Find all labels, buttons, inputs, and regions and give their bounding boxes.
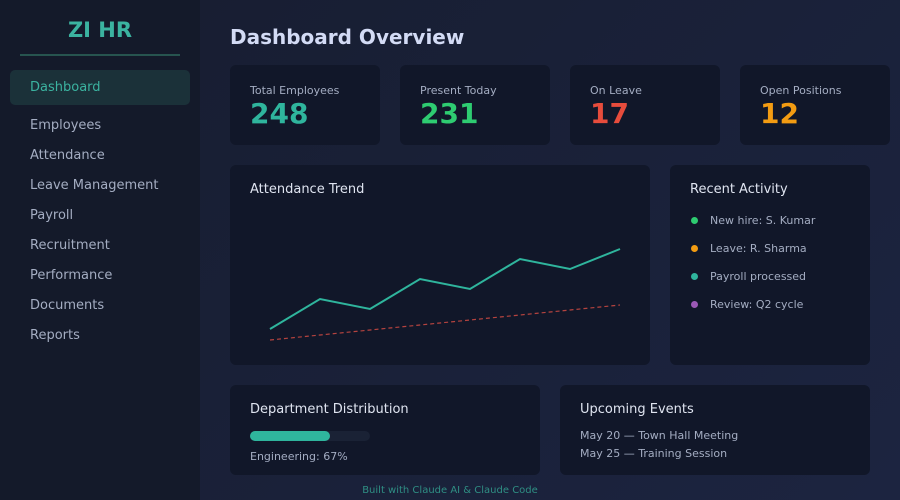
stat-value: 248 xyxy=(250,97,309,130)
status-dot xyxy=(691,273,698,280)
event-item: May 25 — Training Session xyxy=(580,447,728,460)
nav-item[interactable]: Dashboard xyxy=(30,80,101,95)
nav-item[interactable]: Recruitment xyxy=(30,238,110,253)
nav-active[interactable] xyxy=(10,70,190,105)
status-dot xyxy=(691,301,698,308)
progress-bar xyxy=(250,431,331,441)
footer: Built with Claude AI & Claude Code xyxy=(362,485,538,496)
activity-panel xyxy=(670,165,870,365)
nav-item[interactable]: Attendance xyxy=(30,148,105,163)
panel-title: Upcoming Events xyxy=(580,402,694,417)
stat-card xyxy=(400,65,550,145)
activity-item: Leave: R. Sharma xyxy=(710,242,807,255)
stat-label: Open Positions xyxy=(760,84,842,97)
divider xyxy=(20,54,180,56)
activity-item: Payroll processed xyxy=(710,270,807,283)
events-panel xyxy=(560,385,870,475)
stat-label: On Leave xyxy=(590,84,642,97)
stat-value: 17 xyxy=(590,97,629,130)
trend-line xyxy=(269,248,621,330)
trend-line xyxy=(269,304,621,341)
activity-item: New hire: S. Kumar xyxy=(710,214,816,227)
status-dot xyxy=(691,245,698,252)
stat-card xyxy=(230,65,380,145)
nav-item[interactable]: Reports xyxy=(30,328,80,343)
stat-value: 231 xyxy=(420,97,479,130)
nav-item[interactable]: Employees xyxy=(30,118,102,133)
dept-panel xyxy=(230,385,540,475)
stat-label: Total Employees xyxy=(250,84,340,97)
status-dot xyxy=(691,217,698,224)
brand: ZI HR xyxy=(67,18,133,42)
stat-card xyxy=(570,65,720,145)
stat-card xyxy=(740,65,890,145)
nav-item[interactable]: Documents xyxy=(30,298,105,313)
activity-item: Review: Q2 cycle xyxy=(710,298,804,311)
page-title: Dashboard Overview xyxy=(230,25,465,49)
panel-title: Attendance Trend xyxy=(250,182,365,197)
event-item: May 20 — Town Hall Meeting xyxy=(580,429,739,442)
stat-label: Present Today xyxy=(420,84,497,97)
nav-item[interactable]: Payroll xyxy=(30,208,74,223)
nav-item[interactable]: Leave Management xyxy=(30,178,159,193)
dept-label: Engineering: 67% xyxy=(250,450,348,463)
nav-item[interactable]: Performance xyxy=(30,268,113,283)
panel-title: Department Distribution xyxy=(250,402,409,417)
stat-value: 12 xyxy=(760,97,799,130)
panel-title: Recent Activity xyxy=(690,182,788,197)
